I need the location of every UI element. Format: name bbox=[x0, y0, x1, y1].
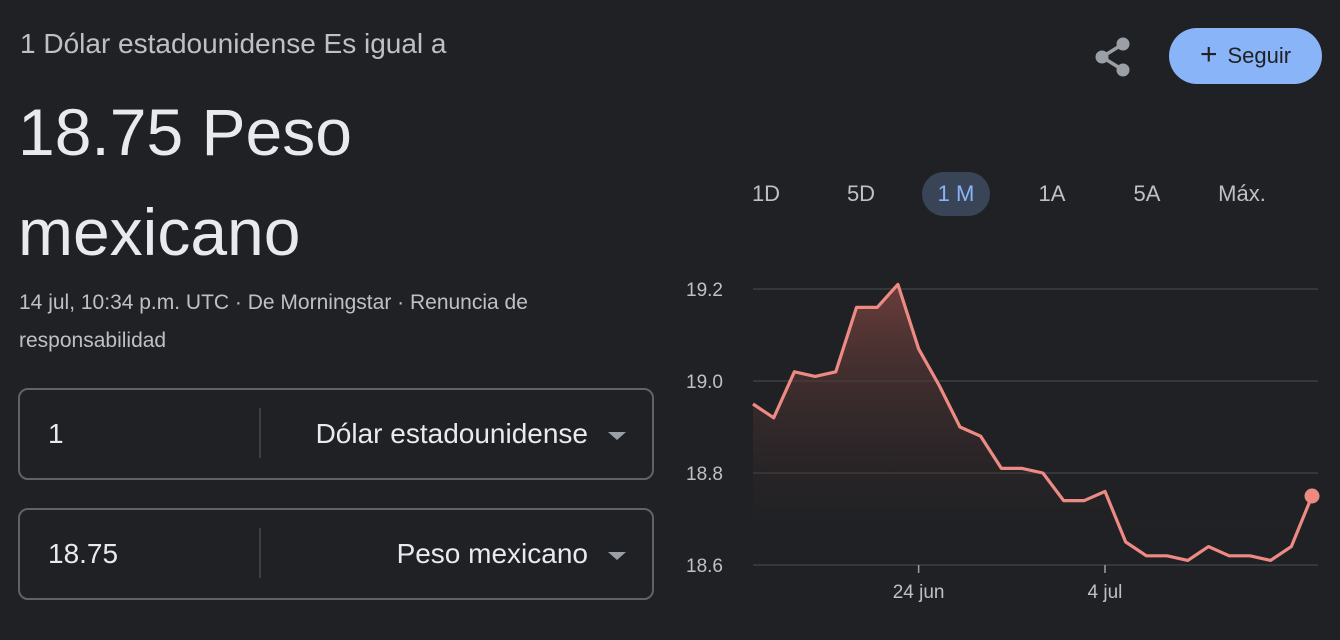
chevron-down-icon[interactable] bbox=[608, 432, 626, 440]
plus-icon: + bbox=[1199, 37, 1218, 71]
tab-5a[interactable]: 5A bbox=[1133, 181, 1161, 206]
meta-line2: responsabilidad bbox=[19, 329, 167, 352]
tab-1m[interactable]: 1 M bbox=[922, 172, 990, 216]
chart-series-line bbox=[752, 282, 1314, 562]
follow-button[interactable]: + Seguir bbox=[1169, 28, 1322, 84]
meta-line1: 14 jul, 10:34 p.m. UTC · De Morningstar … bbox=[19, 291, 528, 314]
to-amount-input[interactable]: 18.75 bbox=[48, 538, 119, 569]
y-tick-label: 18.6 bbox=[686, 556, 723, 577]
conversion-meta: 14 jul, 10:34 p.m. UTC · De Morningstar … bbox=[19, 284, 639, 360]
from-currency-row: 1 Dólar estadounidense bbox=[18, 388, 654, 480]
tab-1d[interactable]: 1D bbox=[751, 181, 781, 206]
chevron-down-icon[interactable] bbox=[608, 552, 626, 560]
share-icon[interactable] bbox=[1092, 36, 1134, 78]
conversion-result-line2: mexicano bbox=[18, 195, 301, 269]
to-currency-row: 18.75 Peso mexicano bbox=[18, 508, 654, 600]
from-amount-input[interactable]: 1 bbox=[48, 418, 64, 449]
exchange-rate-chart: 19.2 19.0 18.8 18.6 24 jun 4 jul bbox=[686, 280, 1320, 603]
y-tick-label: 19.0 bbox=[686, 372, 723, 393]
chart-last-point[interactable] bbox=[1304, 488, 1320, 504]
conversion-subtitle: 1 Dólar estadounidense Es igual a bbox=[20, 28, 447, 59]
from-divider bbox=[259, 408, 261, 458]
chart-area-fill bbox=[753, 284, 1312, 561]
x-tick-label: 4 jul bbox=[1088, 582, 1123, 603]
x-tick-label: 24 jun bbox=[893, 582, 945, 603]
conversion-result-line1: 18.75 Peso bbox=[18, 95, 352, 169]
conversion-result: 18.75 Peso mexicano bbox=[18, 82, 578, 282]
tab-max[interactable]: Máx. bbox=[1218, 181, 1266, 206]
to-divider bbox=[259, 528, 261, 578]
tab-1a[interactable]: 1A bbox=[1038, 181, 1066, 206]
tab-5d[interactable]: 5D bbox=[846, 181, 876, 206]
from-currency-select[interactable]: Dólar estadounidense bbox=[315, 418, 588, 449]
y-tick-label: 19.2 bbox=[686, 280, 723, 301]
to-currency-select[interactable]: Peso mexicano bbox=[396, 538, 588, 569]
follow-label: Seguir bbox=[1227, 43, 1292, 68]
y-tick-label: 18.8 bbox=[686, 464, 723, 485]
